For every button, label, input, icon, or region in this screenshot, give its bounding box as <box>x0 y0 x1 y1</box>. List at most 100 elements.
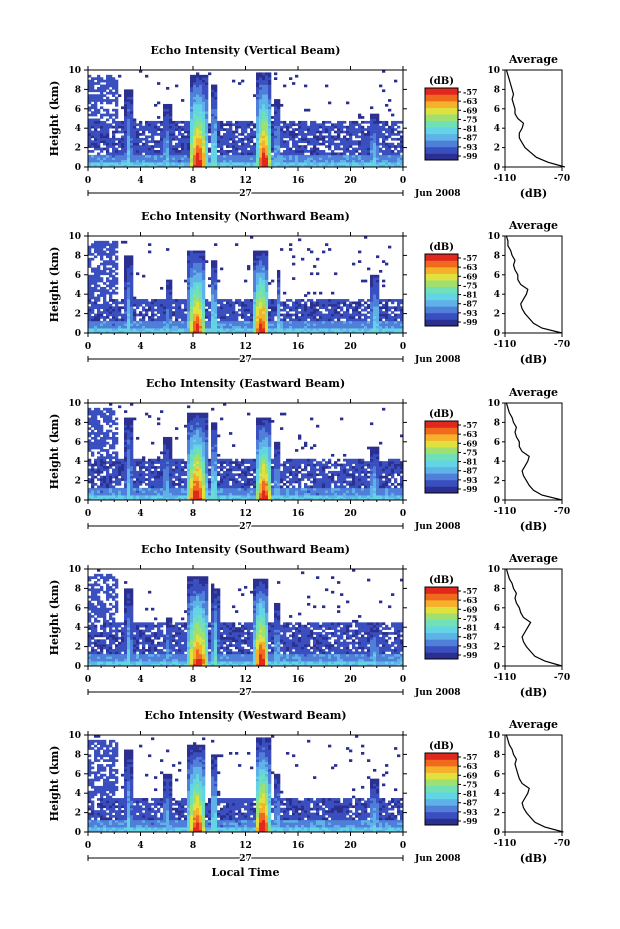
colorbar-segment <box>425 805 458 813</box>
colorbar-segment <box>425 94 458 102</box>
average-profile-line <box>505 568 563 667</box>
colorbar-tick-label: -69 <box>463 604 478 614</box>
y-tick-label: 8 <box>75 418 81 428</box>
y-tick-label: 0 <box>75 163 81 173</box>
x-tick-label: 16 <box>292 509 305 519</box>
y-tick-label: 10 <box>68 232 81 242</box>
panel-5: Echo Intensity (Westward Beam) Height (km… <box>48 709 570 866</box>
average-x-label: (dB) <box>520 520 547 533</box>
average-y-tick-label: 4 <box>494 457 500 467</box>
average-x-tick-label: -110 <box>494 673 517 683</box>
colorbar-tick-label: -93 <box>463 142 478 152</box>
date-label: Jun 2008 <box>414 854 461 864</box>
colorbar: -57-63-69-75-81-87-93-99 <box>424 420 478 494</box>
y-tick-label: 6 <box>75 271 81 281</box>
colorbar-tick-label: -93 <box>463 475 478 485</box>
average-y-tick-label: 6 <box>494 604 500 614</box>
average-x-tick-label: -110 <box>494 507 517 517</box>
x-tick-label: 16 <box>292 675 305 685</box>
average-y-tick-label: 4 <box>494 290 500 300</box>
heatmap-raster <box>88 735 404 833</box>
x-tick-label: 4 <box>137 342 143 352</box>
x-tick-label: 16 <box>292 342 305 352</box>
x-tick-label: 20 <box>344 342 357 352</box>
average-title: Average <box>508 219 558 232</box>
date-label: Jun 2008 <box>414 355 461 365</box>
x-tick-label: 4 <box>137 509 143 519</box>
x-tick-label: 0 <box>400 841 406 851</box>
average-y-tick-label: 2 <box>494 809 500 819</box>
colorbar-title: (dB) <box>429 575 454 586</box>
y-tick-label: 2 <box>75 310 81 320</box>
colorbar-segment <box>425 453 458 461</box>
colorbar-tick-label: -75 <box>463 613 477 623</box>
colorbar-tick-label: -93 <box>463 807 478 817</box>
panel-1: Echo Intensity (Vertical Beam) Height (km… <box>48 44 570 201</box>
colorbar-segment <box>425 299 458 307</box>
y-axis-label: Height (km) <box>48 746 61 822</box>
colorbar-segment <box>425 766 458 773</box>
y-tick-label: 8 <box>75 584 81 594</box>
average-y-tick-label: 2 <box>494 477 500 487</box>
average-y-tick-label: 2 <box>494 144 500 154</box>
colorbar-segment <box>425 818 458 826</box>
colorbar-segment <box>425 146 458 154</box>
colorbar-segment <box>425 312 458 320</box>
y-axis-label: Height (km) <box>48 580 61 656</box>
average-y-tick-label: 8 <box>494 584 500 594</box>
colorbar-tick-label: -69 <box>463 105 478 115</box>
colorbar-tick-label: -99 <box>463 816 478 826</box>
average-title: Average <box>508 552 558 565</box>
average-profile-panel: Average 0 2 4 6 8 10 -110 -70 (dB) <box>487 219 570 366</box>
average-y-tick-label: 6 <box>494 271 500 281</box>
colorbar-title: (dB) <box>429 76 454 87</box>
x-tick-label: 20 <box>344 509 357 519</box>
average-x-label: (dB) <box>520 187 547 200</box>
colorbar-segment <box>425 286 458 294</box>
average-y-tick-label: 10 <box>487 399 500 409</box>
average-frame <box>504 734 563 833</box>
average-y-tick-label: 8 <box>494 251 500 261</box>
colorbar-segment <box>425 319 458 327</box>
colorbar-segment <box>425 785 458 793</box>
average-frame <box>504 235 563 334</box>
x-tick-label: 8 <box>190 841 196 851</box>
y-tick-label: 0 <box>75 828 81 838</box>
day-label: 27 <box>239 522 252 532</box>
colorbar-tick-label: -63 <box>463 595 478 605</box>
date-label: Jun 2008 <box>414 522 461 532</box>
average-x-tick-label: -70 <box>554 839 570 849</box>
average-x-tick-label: -70 <box>554 507 570 517</box>
average-x-tick-label: -110 <box>494 174 517 184</box>
average-x-tick-label: -70 <box>554 673 570 683</box>
colorbar-title: (dB) <box>429 741 454 752</box>
average-profile-line <box>505 402 563 501</box>
colorbar-segment <box>425 260 458 268</box>
colorbar-segment <box>425 645 458 653</box>
average-y-tick-label: 6 <box>494 438 500 448</box>
colorbar-segment <box>425 447 458 455</box>
colorbar-segment <box>425 619 458 627</box>
colorbar-segment <box>425 798 458 806</box>
y-axis-label: Height (km) <box>48 81 61 157</box>
colorbar-segment <box>425 792 458 800</box>
average-title: Average <box>508 53 558 66</box>
colorbar-tick-label: -57 <box>463 586 477 596</box>
colorbar-tick-label: -81 <box>463 124 477 134</box>
colorbar-segment <box>425 434 458 441</box>
colorbar-tick-label: -63 <box>463 262 478 272</box>
colorbar-segment <box>425 593 458 601</box>
y-axis-label: Height (km) <box>48 247 61 323</box>
colorbar-segment <box>425 600 458 607</box>
average-profile-panel: Average 0 2 4 6 8 10 -110 -70 (dB) <box>487 386 570 533</box>
average-y-tick-label: 2 <box>494 310 500 320</box>
x-tick-label: 0 <box>400 675 406 685</box>
x-tick-label: 12 <box>239 675 252 685</box>
x-tick-label: 0 <box>400 176 406 186</box>
colorbar-segment <box>425 306 458 314</box>
average-profile-line <box>505 235 563 334</box>
day-label: 27 <box>239 189 252 199</box>
colorbar-segment <box>425 280 458 288</box>
colorbar-tick-label: -99 <box>463 650 478 660</box>
